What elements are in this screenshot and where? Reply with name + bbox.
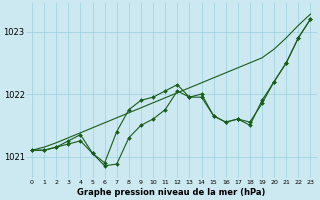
X-axis label: Graphe pression niveau de la mer (hPa): Graphe pression niveau de la mer (hPa) [77,188,266,197]
